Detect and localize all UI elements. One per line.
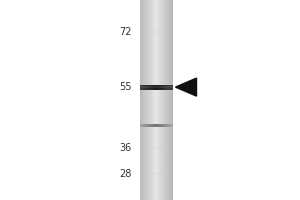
Polygon shape: [176, 78, 197, 96]
Text: 36: 36: [120, 143, 132, 153]
Text: 28: 28: [120, 169, 132, 179]
Text: 55: 55: [119, 82, 132, 92]
Text: 72: 72: [119, 27, 132, 37]
